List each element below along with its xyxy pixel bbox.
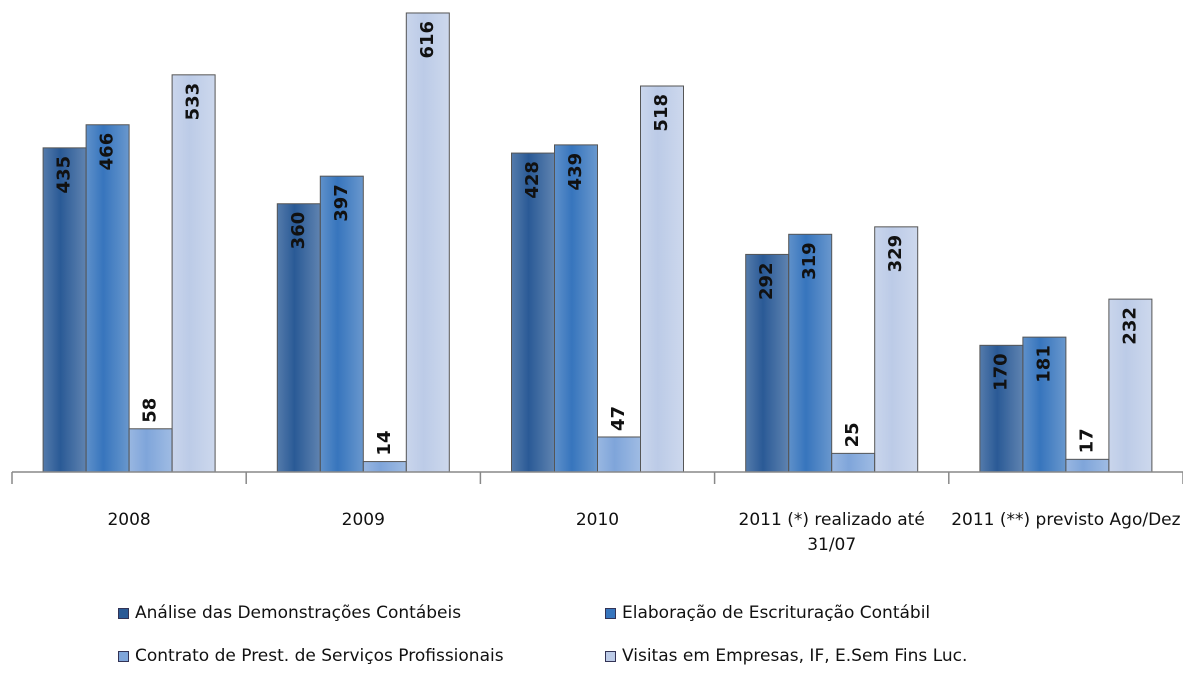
data-label: 397 [331,184,352,222]
bar [42,147,87,473]
data-label: 439 [565,153,586,191]
legend-swatch [118,607,129,619]
data-label: 47 [608,406,629,431]
legend-item: Análise das Demonstrações Contábeis [118,603,461,623]
legend-item: Visitas em Empresas, IF, E.Sem Fins Luc. [605,646,967,666]
x-tick-label: 2011 (**) previsto Ago/Dez [951,510,1181,530]
data-label: 319 [799,242,820,280]
bar [597,436,641,473]
legend-label: Visitas em Empresas, IF, E.Sem Fins Luc. [622,646,968,666]
data-label: 533 [183,83,204,121]
data-label: 616 [417,21,438,59]
legend-label: Elaboração de Escrituração Contábil [622,603,931,623]
bar [831,452,876,473]
data-label: 181 [1033,345,1054,383]
bar [874,226,919,473]
x-tick-label: 2010 [575,510,620,530]
bar [979,344,1024,473]
bar [511,152,555,473]
bar [640,85,684,473]
data-label: 232 [1119,307,1140,345]
legend-swatch [605,607,616,619]
bar [276,203,321,473]
data-label: 58 [140,398,161,423]
data-label: 292 [756,262,777,300]
bar [1108,298,1153,473]
data-label: 25 [842,422,863,447]
bar [362,461,407,473]
data-label: 14 [374,431,395,456]
legend-swatch [605,650,616,662]
bar [554,144,598,473]
bar [85,124,130,473]
bar [745,253,790,473]
x-tick-label: 2009 [341,510,385,530]
x-tick-label: 2011 (*) realizado até 31/07 [738,510,925,555]
bar [405,12,450,473]
legend-swatch [118,650,129,662]
data-label: 17 [1076,428,1097,453]
x-tick-label: 2008 [107,510,151,530]
data-label: 170 [990,353,1011,391]
bar [788,233,833,473]
data-label: 466 [97,133,118,171]
data-label: 518 [651,94,672,132]
legend-label: Contrato de Prest. de Serviços Profissio… [135,646,504,666]
data-label: 329 [885,235,906,273]
bar [319,175,364,473]
bar [1065,458,1110,473]
bar [171,74,216,473]
data-label: 428 [522,161,543,199]
data-label: 435 [54,156,75,194]
legend-item: Elaboração de Escrituração Contábil [605,603,930,623]
data-label: 360 [288,212,309,250]
bar [128,428,173,473]
legend-label: Análise das Demonstrações Contábeis [135,603,462,623]
legend-item: Contrato de Prest. de Serviços Profissio… [118,646,504,666]
